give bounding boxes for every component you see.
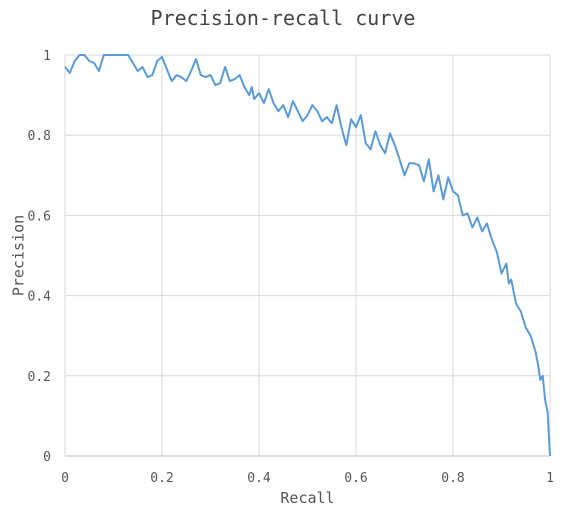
y-tick-label: 0.4 xyxy=(28,290,52,305)
x-tick-label: 0.8 xyxy=(441,471,464,486)
tick-labels: 0 0.2 0.4 0.6 0.8 1 0 0.2 0.4 0.6 0.8 1 xyxy=(28,49,554,486)
x-tick-label: 1 xyxy=(546,471,554,486)
x-tick-label: 0.2 xyxy=(150,471,173,486)
y-tick-label: 0.6 xyxy=(28,209,51,224)
y-tick-label: 0.2 xyxy=(28,370,51,385)
x-tick-label: 0 xyxy=(61,471,69,486)
y-tick-label: 1 xyxy=(43,49,51,64)
x-axis-title: Recall xyxy=(280,489,334,507)
x-tick-label: 0.4 xyxy=(247,471,271,486)
y-tick-label: 0.8 xyxy=(28,129,51,144)
y-axis-title: Precision xyxy=(9,215,27,296)
precision-recall-line xyxy=(65,55,550,456)
y-tick-label: 0 xyxy=(43,450,51,465)
x-tick-label: 0.6 xyxy=(344,471,367,486)
